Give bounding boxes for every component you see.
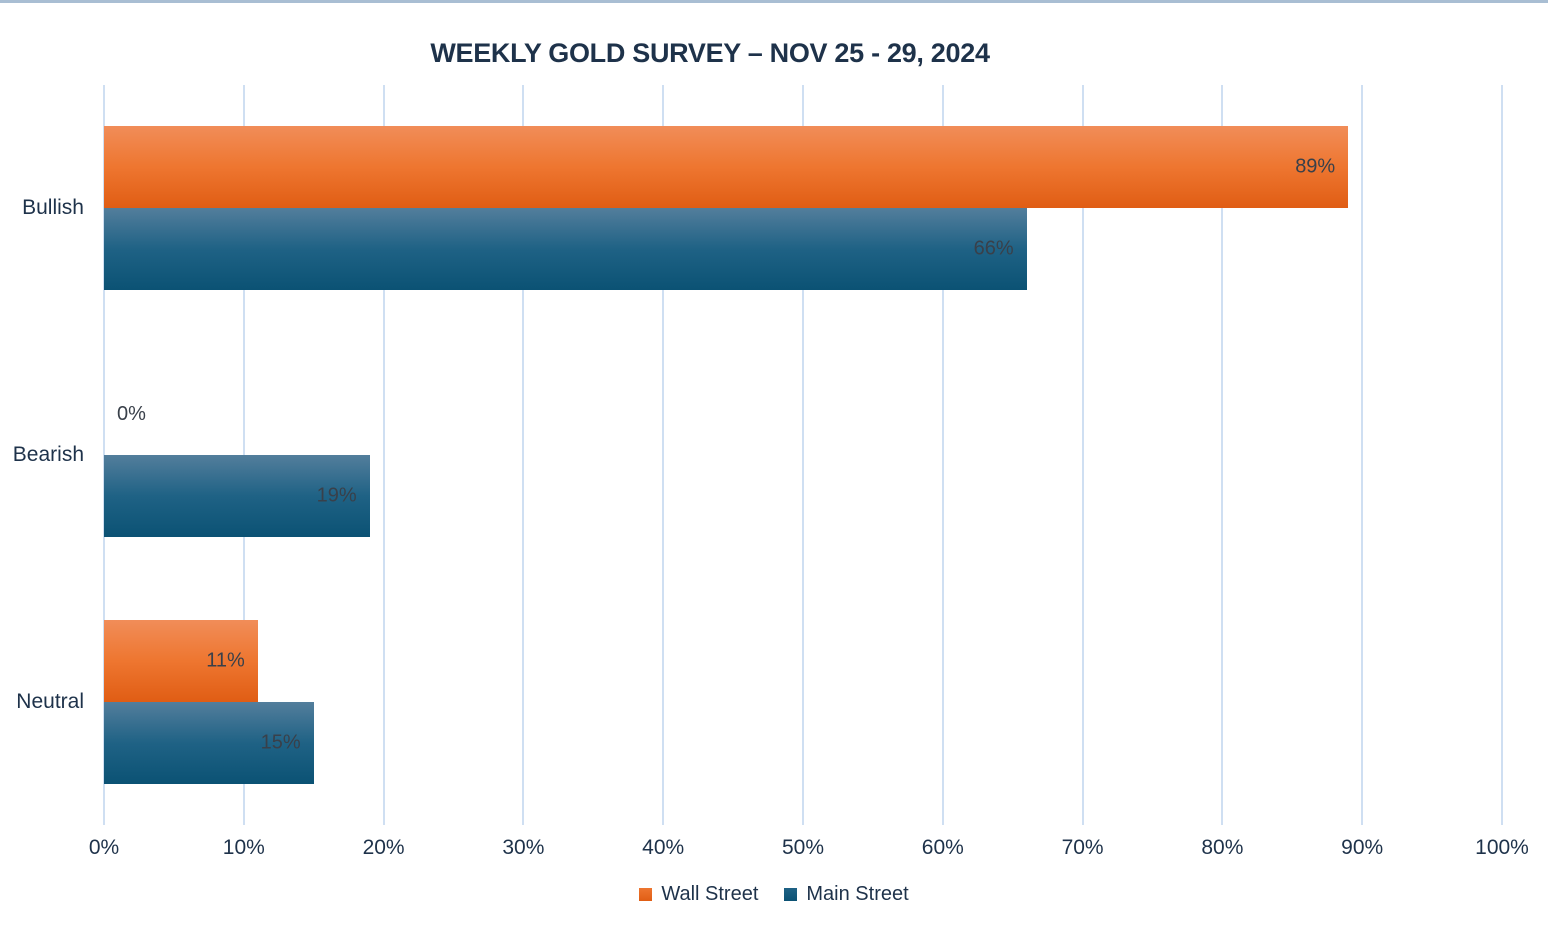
gridline-30- <box>522 85 525 825</box>
x-tick-label-70-: 70% <box>1061 836 1104 859</box>
x-tick-label-30-: 30% <box>502 836 545 859</box>
gridline-80- <box>1221 85 1224 825</box>
bar-value-label: 66% <box>973 237 1014 260</box>
x-tick-label-60-: 60% <box>921 836 964 859</box>
category-label-bullish: Bullish <box>22 196 84 220</box>
category-label-neutral: Neutral <box>16 689 84 713</box>
gridline-100- <box>1501 85 1503 825</box>
x-tick-label-90-: 90% <box>1341 836 1384 859</box>
gridline-70- <box>1081 85 1084 825</box>
x-tick-label-0-: 0% <box>88 836 120 859</box>
x-tick-label-50-: 50% <box>781 836 825 859</box>
x-tick-label-10-: 10% <box>222 836 265 859</box>
x-axis: 0% 10% 20% 30% 40% 50% 60% 70% 80% 90% 100% <box>89 836 1529 862</box>
gridline-60- <box>941 85 944 825</box>
x-tick-label-20-: 20% <box>362 836 405 859</box>
legend-item-main-street: Main Street <box>784 883 909 906</box>
gridline-50- <box>802 85 804 825</box>
x-tick-label-100-: 100% <box>1475 836 1529 859</box>
y-axis: Bullish Bearish Neutral <box>0 85 84 825</box>
bar-main-street-bullish: 66% <box>104 208 1027 291</box>
gridline-40- <box>662 85 665 825</box>
legend-marker-wall-street-icon <box>639 888 653 901</box>
gridline-90- <box>1361 85 1364 825</box>
legend-marker-main-street-icon <box>784 888 798 901</box>
bar-value-label: 11% <box>206 649 245 672</box>
bar-value-label: 15% <box>260 731 301 754</box>
bar-value-label: 0% <box>117 402 146 425</box>
gridline-20- <box>382 85 385 825</box>
plot-area: 89% 0% 11% 66% 19% 15% <box>103 85 1503 825</box>
category-label-bearish: Bearish <box>12 443 84 466</box>
bar-main-street-neutral: 15% <box>104 701 314 784</box>
legend-item-wall-street: Wall Street <box>639 883 758 906</box>
bar-wall-street-bullish: 89% <box>104 126 1349 209</box>
bar-value-label: 89% <box>1295 155 1336 178</box>
x-tick-label-40-: 40% <box>642 836 685 859</box>
bar-main-street-bearish: 19% <box>104 455 370 537</box>
legend-label-main-street: Main Street <box>806 883 909 905</box>
legend: Wall Street Main Street <box>0 883 1548 906</box>
top-border-line <box>0 0 1548 3</box>
chart-title: WEEKLY GOLD SURVEY – NOV 25 - 29, 2024 <box>430 38 990 68</box>
legend-label-wall-street: Wall Street <box>661 883 759 905</box>
bar-wall-street-neutral: 11% <box>104 619 258 702</box>
bar-value-label: 19% <box>316 484 357 507</box>
x-tick-label-80-: 80% <box>1201 836 1244 859</box>
